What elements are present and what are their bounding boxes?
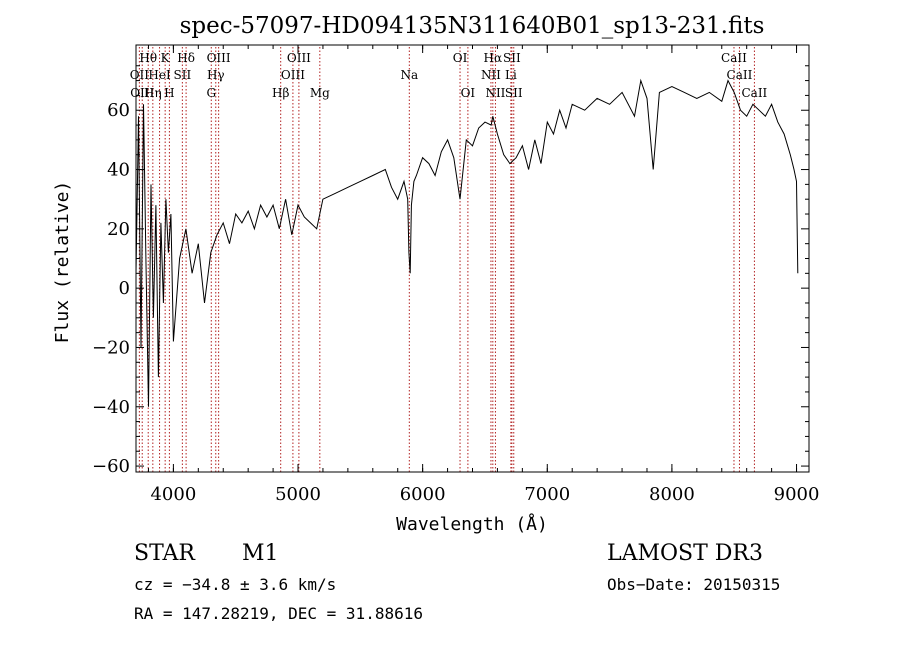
y-tick-label-0: −60	[92, 456, 130, 477]
redshift-cz: cz = −34.8 ± 3.6 km/s	[134, 575, 336, 594]
line-label-10: HeI	[148, 68, 171, 82]
y-tick-label-5: 40	[107, 160, 130, 181]
line-label-23: Mg	[310, 86, 330, 100]
observation-date: Obs−Date: 20150315	[607, 575, 780, 594]
line-label-3: OIII	[207, 51, 231, 65]
x-tick-label-0: 4000	[150, 484, 196, 505]
survey-name: LAMOST DR3	[607, 541, 763, 566]
y-tick-label-3: 0	[119, 278, 130, 299]
chart-title: spec-57097-HD094135N311640B01_sp13-231.f…	[180, 13, 765, 39]
line-label-2: Hδ	[177, 51, 195, 65]
line-label-25: NII	[485, 86, 505, 100]
line-label-0: Hθ	[139, 51, 157, 65]
y-tick-label-1: −40	[92, 397, 130, 418]
plot-frame	[135, 44, 810, 473]
line-label-26: SII	[505, 86, 523, 100]
line-label-15: NII	[481, 68, 501, 82]
y-tick-label-6: 60	[107, 100, 130, 121]
line-label-20: H	[164, 86, 174, 100]
line-label-13: OIII	[281, 68, 305, 82]
line-label-1: K	[161, 51, 171, 65]
spectral-line-markers	[138, 47, 755, 472]
x-tick-label-5: 9000	[774, 484, 820, 505]
y-tick-label-4: 20	[107, 219, 130, 240]
line-label-27: CaII	[741, 86, 767, 100]
line-label-14: Na	[400, 68, 418, 82]
line-label-21: G	[206, 86, 216, 100]
y-tick-label-2: −20	[92, 337, 130, 358]
object-class: STAR	[134, 541, 196, 566]
spectrum-line	[135, 78, 799, 407]
x-tick-label-2: 6000	[400, 484, 446, 505]
y-axis: −60 −40 −20 0 20 40 60	[92, 65, 809, 477]
line-label-17: CaII	[727, 68, 753, 82]
ra-dec-coordinates: RA = 147.28219, DEC = 31.88616	[134, 604, 423, 623]
object-subclass: M1	[242, 541, 279, 566]
line-label-12: Hγ	[207, 68, 225, 82]
line-label-19: Hη	[144, 86, 162, 100]
x-tick-label-3: 7000	[524, 484, 570, 505]
line-label-4: OIII	[287, 51, 311, 65]
line-label-7: SII	[503, 51, 521, 65]
x-tick-label-1: 5000	[275, 484, 321, 505]
line-label-24: OI	[461, 86, 476, 100]
line-label-8: CaII	[721, 51, 747, 65]
x-axis-label: Wavelength (Å)	[396, 513, 548, 535]
x-tick-label-4: 8000	[649, 484, 695, 505]
line-label-9: OII	[130, 68, 150, 82]
line-label-6: Hα	[484, 51, 503, 65]
line-label-22: Hβ	[272, 86, 289, 100]
line-label-5: OI	[453, 51, 468, 65]
line-label-16: Li	[505, 68, 517, 82]
line-label-11: SII	[174, 68, 192, 82]
x-axis: 4000 5000 6000 7000 8000 9000	[147, 45, 820, 505]
y-axis-label: Flux (relative)	[52, 181, 73, 344]
